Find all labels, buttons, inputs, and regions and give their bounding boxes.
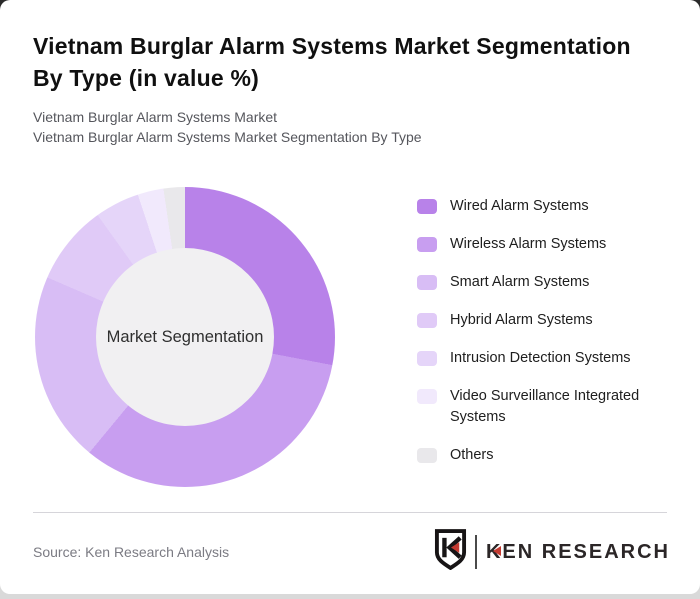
legend-item-0: Wired Alarm Systems (417, 196, 647, 217)
legend-label: Intrusion Detection Systems (450, 350, 631, 366)
legend-swatch (417, 313, 437, 328)
legend-label: Hybrid Alarm Systems (450, 312, 593, 328)
donut-center-label: Market Segmentation (106, 327, 264, 346)
subtitle-line2: Vietnam Burglar Alarm Systems Market Seg… (33, 129, 422, 145)
header: Vietnam Burglar Alarm Systems Market Seg… (0, 0, 700, 147)
ken-shield-icon (434, 529, 467, 575)
legend-item-1: Wireless Alarm Systems (417, 234, 647, 255)
legend-swatch (417, 275, 437, 290)
source-text: Source: Ken Research Analysis (33, 544, 230, 560)
legend-item-6: Others (417, 445, 647, 466)
page-title: Vietnam Burglar Alarm Systems Market Seg… (33, 30, 667, 94)
logo-divider (474, 535, 477, 569)
legend-label: Video Surveillance Integrated Systems (450, 388, 640, 425)
chart-section: Market Segmentation Wired Alarm Systems W… (0, 187, 700, 487)
ken-research-logo: K EN RESEARCH (434, 529, 670, 575)
legend-item-4: Intrusion Detection Systems (417, 348, 647, 369)
page-title-line1: Vietnam Burglar Alarm Systems Market Seg… (33, 33, 631, 59)
subtitle-line1: Vietnam Burglar Alarm Systems Market (33, 109, 278, 125)
donut-chart: Market Segmentation (35, 187, 335, 487)
legend-label: Wired Alarm Systems (450, 198, 589, 214)
legend-swatch (417, 389, 437, 404)
footer: Source: Ken Research Analysis K EN RESEAR… (33, 524, 670, 580)
legend-item-5: Video Surveillance Integrated Systems (417, 386, 647, 428)
donut-hole: Market Segmentation (96, 248, 274, 426)
legend-label: Wireless Alarm Systems (450, 236, 607, 252)
legend-swatch (417, 199, 437, 214)
legend-swatch (417, 448, 437, 463)
legend-label: Others (450, 447, 494, 463)
legend-swatch (417, 351, 437, 366)
legend-label: Smart Alarm Systems (450, 274, 590, 290)
logo-text-rest: EN RESEARCH (502, 540, 670, 563)
logo-letter-k: K (485, 540, 503, 563)
chart-legend: Wired Alarm Systems Wireless Alarm System… (417, 187, 647, 483)
logo-text: K EN RESEARCH (486, 541, 670, 564)
legend-item-3: Hybrid Alarm Systems (417, 310, 647, 331)
k-red-accent-icon (493, 545, 502, 556)
subtitles: Vietnam Burglar Alarm Systems Market Vie… (33, 107, 667, 147)
legend-item-2: Smart Alarm Systems (417, 272, 647, 293)
legend-swatch (417, 237, 437, 252)
footer-divider (33, 512, 667, 513)
page-title-line2: By Type (in value %) (33, 65, 259, 91)
